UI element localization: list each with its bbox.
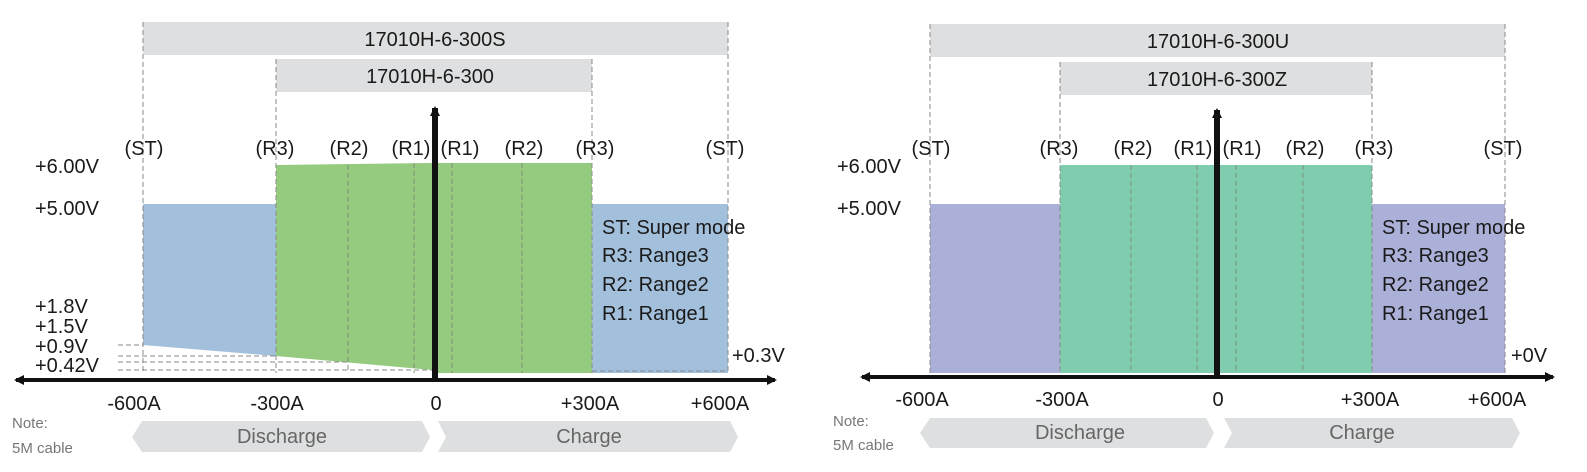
- voltage-label-1-8v: +1.8V: [35, 296, 88, 318]
- range-area-discharge: [1060, 165, 1214, 373]
- current-label-neg600: -600A: [107, 393, 161, 415]
- legend-super-mode: ST: Super mode: [602, 217, 745, 239]
- model-bar-outer: [143, 22, 728, 55]
- diagram-left: 17010H-6-300S 17010H-6-300 (ST) (R3) (R2…: [12, 22, 785, 457]
- region-label-st-left: (ST): [912, 138, 951, 160]
- voltage-label-1-5v: +1.5V: [35, 316, 88, 338]
- charge-arrow: [438, 421, 738, 452]
- voltage-label-5v: +5.00V: [837, 198, 902, 220]
- region-label-r2-left: (R2): [330, 138, 369, 160]
- model-bar-inner: [276, 59, 592, 92]
- note-text: 5M cable: [833, 437, 894, 454]
- legend-range3: R3: Range3: [1382, 245, 1489, 267]
- legend-range2: R2: Range2: [602, 274, 709, 296]
- current-label-zero: 0: [1212, 389, 1223, 411]
- region-label-st-right: (ST): [706, 138, 745, 160]
- range-area-charge: [1220, 165, 1372, 373]
- model-bar-outer-label: 17010H-6-300U: [1147, 31, 1289, 53]
- model-bar-outer: [930, 24, 1505, 57]
- model-bar-inner-label: 17010H-6-300Z: [1147, 69, 1287, 91]
- region-label-r2-right: (R2): [1286, 138, 1325, 160]
- current-label-zero: 0: [430, 393, 441, 415]
- voltage-label-5v: +5.00V: [35, 198, 100, 220]
- region-label-r2-left: (R2): [1114, 138, 1153, 160]
- note-text: 5M cable: [12, 440, 73, 457]
- charge-label: Charge: [556, 426, 622, 448]
- region-label-r3-right: (R3): [576, 138, 615, 160]
- super-mode-area-charge: [592, 204, 728, 373]
- legend-range2: R2: Range2: [1382, 274, 1489, 296]
- model-bar-inner: [1060, 62, 1372, 95]
- current-label-neg300: -300A: [250, 393, 304, 415]
- legend-range1: R1: Range1: [1382, 303, 1489, 325]
- discharge-label: Discharge: [237, 426, 327, 448]
- note-title: Note:: [12, 415, 48, 432]
- note-title: Note:: [833, 413, 869, 430]
- current-label-pos300: +300A: [561, 393, 620, 415]
- region-label-st-left: (ST): [125, 138, 164, 160]
- voltage-label-0-9v: +0.9V: [35, 336, 88, 358]
- current-label-pos300: +300A: [1341, 389, 1400, 411]
- diagram-right: 17010H-6-300U 17010H-6-300Z (ST) (R3) (R…: [833, 24, 1555, 454]
- legend-range3: R3: Range3: [602, 245, 709, 267]
- legend-range1: R1: Range1: [602, 303, 709, 325]
- current-label-neg300: -300A: [1035, 389, 1089, 411]
- discharge-arrow: [132, 421, 430, 452]
- discharge-label: Discharge: [1035, 422, 1125, 444]
- region-label-r2-right: (R2): [505, 138, 544, 160]
- region-label-r1-right: (R1): [441, 138, 480, 160]
- voltage-label-6v: +6.00V: [837, 156, 902, 178]
- region-label-r3-left: (R3): [256, 138, 295, 160]
- model-bar-outer-label: 17010H-6-300S: [364, 29, 505, 51]
- region-label-r1-left: (R1): [1174, 138, 1213, 160]
- region-label-st-right: (ST): [1484, 138, 1523, 160]
- current-label-pos600: +600A: [691, 393, 750, 415]
- region-label-r1-left: (R1): [392, 138, 431, 160]
- region-label-r3-left: (R3): [1040, 138, 1079, 160]
- super-mode-area-charge: [1372, 204, 1505, 373]
- model-bar-inner-label: 17010H-6-300: [366, 66, 494, 88]
- voltage-label-6v: +6.00V: [35, 156, 100, 178]
- current-label-neg600: -600A: [895, 389, 949, 411]
- super-mode-area-discharge: [143, 204, 276, 356]
- voltage-label-right: +0.3V: [732, 345, 785, 367]
- super-mode-area-discharge: [930, 204, 1060, 373]
- range-area-charge: [437, 163, 592, 373]
- voltage-label-0-42v: +0.42V: [35, 355, 100, 377]
- voltage-label-right: +0V: [1511, 345, 1548, 367]
- range-area-discharge: [276, 163, 432, 370]
- legend-super-mode: ST: Super mode: [1382, 217, 1525, 239]
- discharge-arrow: [920, 418, 1214, 448]
- current-label-pos600: +600A: [1468, 389, 1527, 411]
- charge-arrow: [1224, 418, 1520, 448]
- region-label-r1-right: (R1): [1223, 138, 1262, 160]
- charge-label: Charge: [1329, 422, 1395, 444]
- region-label-r3-right: (R3): [1355, 138, 1394, 160]
